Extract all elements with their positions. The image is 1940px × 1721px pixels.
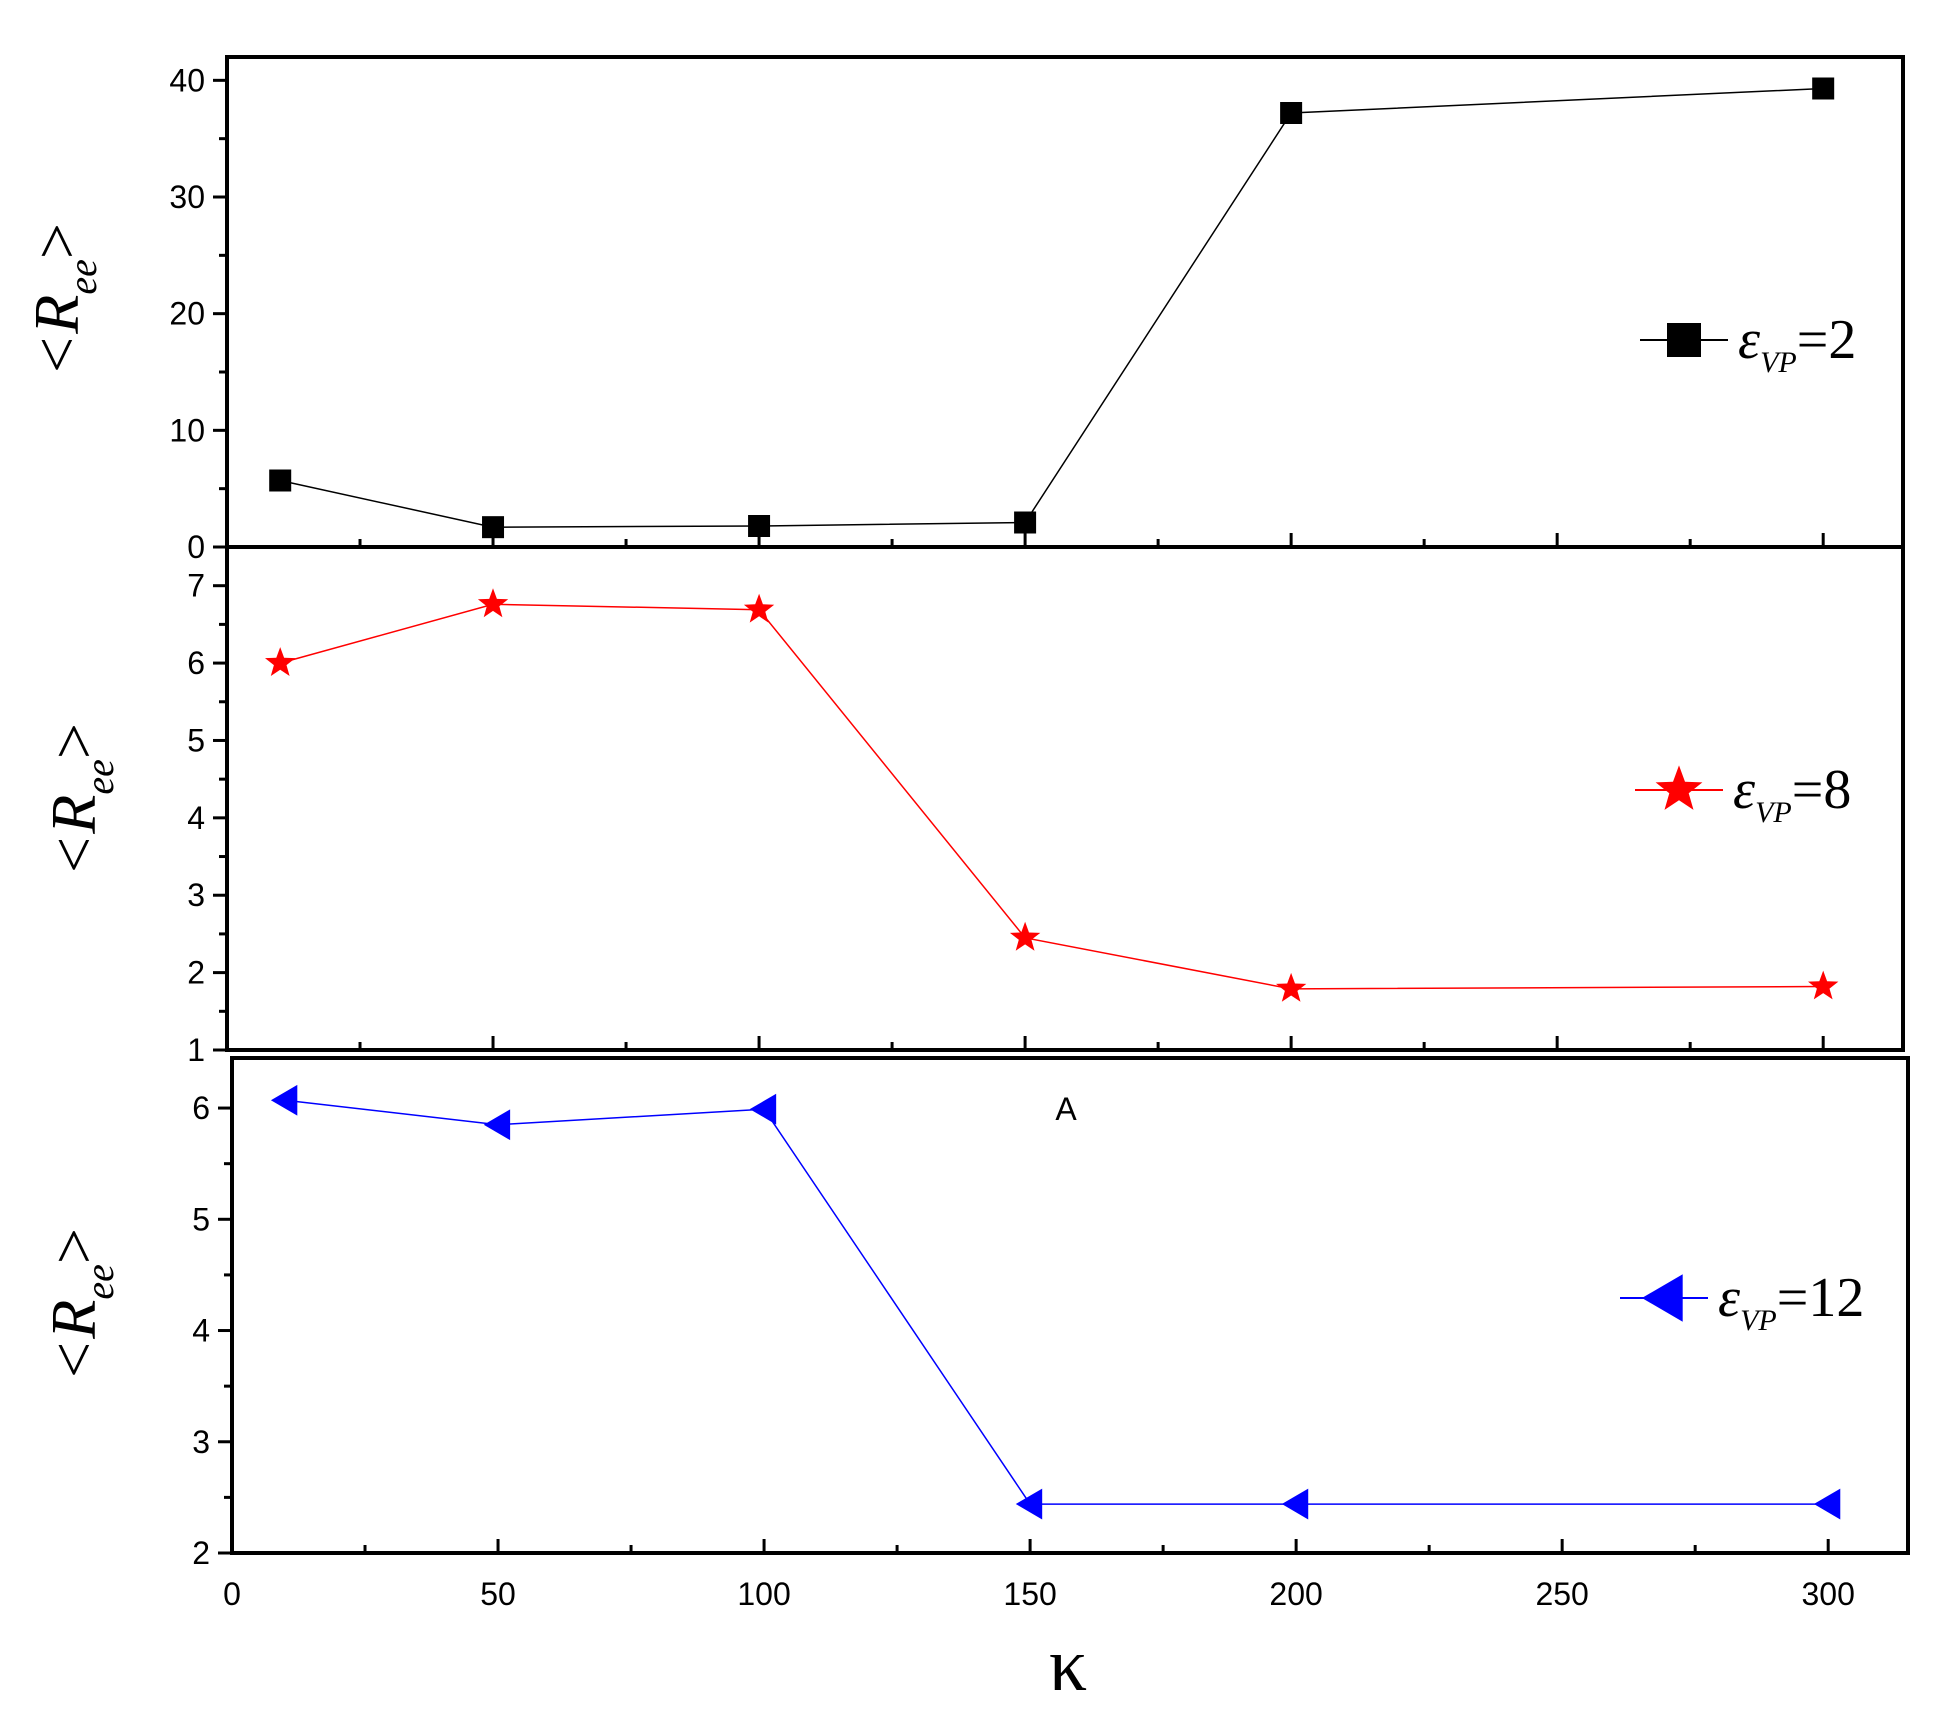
data-point bbox=[1276, 972, 1307, 1002]
legend-label: εVP=12 bbox=[1718, 1267, 1864, 1337]
x-tick-label: 200 bbox=[1269, 1576, 1322, 1612]
y-tick-label: 4 bbox=[192, 1313, 210, 1349]
series-line bbox=[280, 87, 1824, 528]
data-point bbox=[1808, 970, 1839, 1000]
x-tick-label: 150 bbox=[1003, 1576, 1056, 1612]
y-tick-label: 0 bbox=[187, 529, 205, 565]
data-point bbox=[743, 593, 775, 623]
x-tick-label: 300 bbox=[1801, 1576, 1854, 1612]
x-tick-label: 0 bbox=[223, 1576, 241, 1612]
y-tick-label: 7 bbox=[187, 568, 205, 604]
y-tick-label: 5 bbox=[192, 1201, 210, 1237]
x-tick-label: 50 bbox=[480, 1576, 516, 1612]
series-line bbox=[280, 603, 1824, 990]
data-point bbox=[1015, 1488, 1043, 1520]
data-point bbox=[482, 516, 505, 539]
panel-2: 1 2 3 4 5 6 7 εVP=8 <Ree> bbox=[38, 545, 1905, 1068]
y-tick-label: 1 bbox=[187, 1032, 205, 1068]
plot-frame bbox=[225, 545, 1905, 1052]
y-axis-label: <Ree> bbox=[38, 723, 122, 877]
plot-frame bbox=[230, 1056, 1910, 1555]
annotation-label: A bbox=[1055, 1091, 1077, 1127]
data-point bbox=[749, 1093, 777, 1125]
data-point bbox=[748, 515, 771, 537]
x-axis-label: κ bbox=[1049, 1623, 1087, 1707]
legend-label: εVP=2 bbox=[1738, 309, 1856, 379]
data-point bbox=[483, 1109, 511, 1141]
y-tick-label: 5 bbox=[187, 722, 205, 758]
data-point bbox=[1009, 921, 1041, 951]
data-point bbox=[269, 469, 292, 492]
y-tick-label: 6 bbox=[192, 1090, 210, 1126]
legend-marker bbox=[1641, 1274, 1683, 1322]
x-tick-label: 250 bbox=[1535, 1576, 1588, 1612]
y-tick-label: 4 bbox=[187, 800, 205, 836]
data-point bbox=[477, 588, 509, 618]
y-tick-label: 20 bbox=[169, 296, 205, 332]
legend-label: εVP=8 bbox=[1733, 759, 1851, 829]
data-point bbox=[1014, 511, 1037, 534]
data-point bbox=[265, 647, 296, 676]
y-tick-label: 3 bbox=[187, 877, 205, 913]
legend-marker bbox=[1655, 765, 1703, 810]
y-tick-label: 30 bbox=[169, 179, 205, 215]
panel-1: 0 10 20 30 40 εVP=2 <Ree> bbox=[21, 55, 1905, 565]
y-axis-label: <Ree> bbox=[38, 1228, 122, 1382]
plot-frame bbox=[225, 55, 1905, 549]
series-line bbox=[285, 1099, 1829, 1505]
data-point bbox=[270, 1084, 298, 1116]
data-point bbox=[1281, 1488, 1309, 1520]
y-axis-label: <Ree> bbox=[21, 223, 105, 377]
x-tick-label: 100 bbox=[737, 1576, 790, 1612]
y-tick-label: 6 bbox=[187, 645, 205, 681]
legend-marker bbox=[1667, 323, 1701, 357]
data-point bbox=[1813, 1488, 1841, 1520]
y-tick-label: 3 bbox=[192, 1424, 210, 1460]
panel-3: 2 3 4 5 6 0 50 100 150 200 250 300 εVP=12 <Ree> Aκ bbox=[38, 1056, 1910, 1707]
data-point bbox=[1280, 102, 1303, 124]
y-tick-label: 2 bbox=[187, 955, 205, 991]
y-tick-label: 10 bbox=[169, 412, 205, 448]
data-point bbox=[1812, 77, 1835, 100]
y-tick-label: 40 bbox=[169, 62, 205, 98]
y-tick-label: 2 bbox=[192, 1535, 210, 1571]
